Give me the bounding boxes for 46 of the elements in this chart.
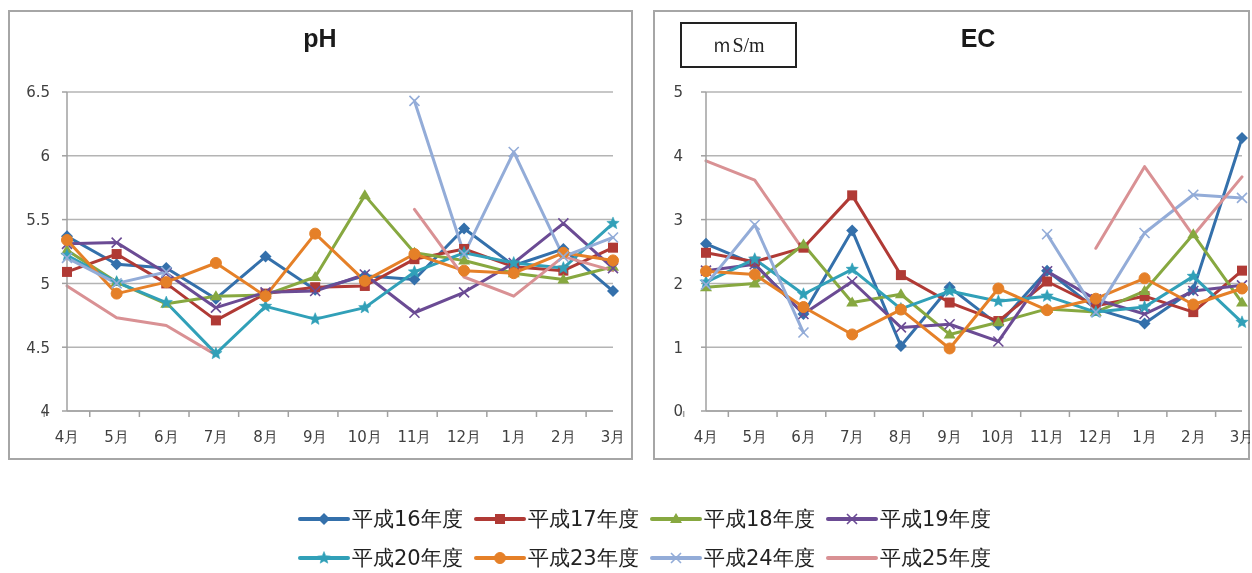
x-tick-label: 11月: [1030, 428, 1065, 446]
x-tick-label: 2月: [1181, 428, 1206, 446]
y-tick-label: 6: [40, 147, 50, 166]
x-tick-label: 5月: [742, 428, 767, 446]
x-tick-label: 3月: [600, 428, 626, 446]
y-tick-label: 2: [673, 274, 683, 293]
legend-label: 平成24年度: [704, 544, 815, 572]
x-tick-label: 4月: [693, 428, 719, 446]
y-axis-title: ｍS/m: [712, 32, 765, 58]
x-tick-label: 5月: [104, 428, 129, 446]
legend-label: 平成25年度: [880, 544, 991, 572]
legend-label: 平成20年度: [352, 544, 463, 572]
x-tick-label: 6月: [154, 428, 179, 446]
legend-label: 平成23年度: [528, 544, 639, 572]
x-tick-label: 7月: [839, 428, 865, 446]
x-tick-label: 10月: [347, 428, 382, 446]
x-tick-label: 10月: [981, 428, 1016, 446]
x-tick-label: 1月: [1132, 428, 1157, 446]
x-tick-label: 1月: [501, 428, 526, 446]
y-tick-label: 5.5: [26, 210, 50, 229]
legend-label: 平成19年度: [880, 505, 991, 533]
x-tick-label: 9月: [937, 428, 962, 446]
x-tick-label: 12月: [447, 428, 482, 446]
x-tick-label: 8月: [253, 428, 278, 446]
y-tick-label: 3: [673, 210, 683, 229]
y-tick-label: 4: [673, 147, 683, 166]
chart-title: EC: [959, 24, 997, 53]
y-tick-label: 4.5: [26, 338, 50, 357]
x-tick-label: 2月: [551, 428, 576, 446]
legend-label: 平成18年度: [704, 505, 815, 533]
y-tick-label: 4: [40, 402, 50, 421]
x-tick-label: 12月: [1078, 428, 1113, 446]
x-tick-label: 9月: [302, 428, 328, 446]
x-tick-label: 11月: [397, 428, 432, 446]
x-tick-label: 6月: [791, 428, 816, 446]
chart-title: pH: [302, 24, 338, 53]
x-tick-label: 8月: [888, 428, 914, 446]
x-tick-label: 4月: [54, 428, 80, 446]
legend-label: 平成16年度: [352, 505, 463, 533]
y-tick-label: 6.5: [26, 83, 50, 102]
y-tick-label: 1: [673, 338, 683, 357]
y-tick-label: 5: [673, 83, 683, 102]
y-tick-label: 5: [40, 274, 50, 293]
y-tick-label: 0: [673, 402, 683, 421]
x-tick-label: 7月: [203, 428, 229, 446]
legend-label: 平成17年度: [528, 505, 639, 533]
